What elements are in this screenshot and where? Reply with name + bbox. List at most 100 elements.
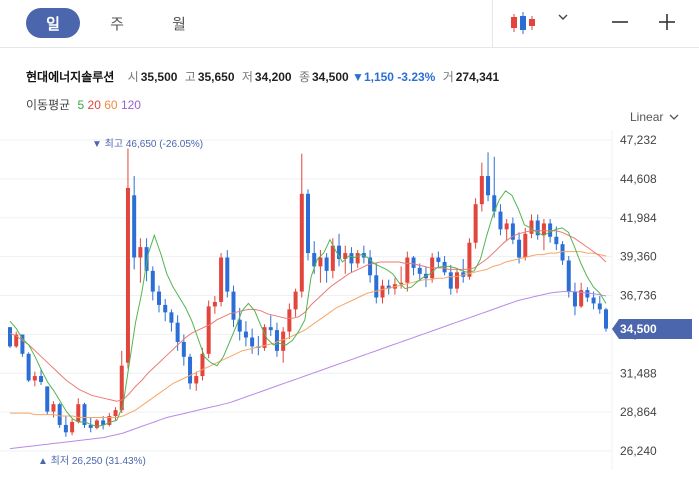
candle-body bbox=[14, 334, 19, 347]
y-tick-label: 41,984 bbox=[620, 211, 657, 225]
open-value: 35,500 bbox=[140, 70, 178, 84]
candle-body bbox=[492, 195, 497, 212]
high-value: 35,650 bbox=[197, 70, 235, 84]
ma-20-label: 20 bbox=[87, 98, 101, 112]
candle-body bbox=[386, 285, 391, 289]
candle-body bbox=[113, 410, 118, 417]
minus-icon bbox=[612, 21, 628, 23]
candle-body bbox=[39, 376, 44, 382]
candle-body bbox=[250, 337, 255, 347]
candle-body bbox=[529, 220, 534, 234]
candle-body bbox=[554, 236, 559, 245]
high-annotation: ▼ 최고 46,650 (-26.05%) bbox=[92, 138, 203, 150]
chart-type-button[interactable] bbox=[508, 8, 574, 38]
candle-body bbox=[45, 386, 50, 412]
candle-body bbox=[510, 223, 515, 240]
tab-week[interactable]: 주 bbox=[110, 15, 124, 33]
candle-body bbox=[212, 301, 217, 307]
volume-value: 274,341 bbox=[455, 70, 500, 84]
toolbar-divider bbox=[492, 0, 493, 48]
candle-body bbox=[566, 260, 571, 292]
candle-body bbox=[119, 365, 124, 411]
candle-body bbox=[281, 331, 286, 351]
candle-body bbox=[63, 424, 68, 433]
candle-body bbox=[8, 327, 12, 347]
candle-body bbox=[26, 353, 31, 381]
plus-icon bbox=[659, 14, 675, 30]
high-label: 고 bbox=[184, 70, 196, 84]
candle-body bbox=[231, 291, 236, 320]
candle-body bbox=[343, 253, 348, 259]
low-annotation-text: ▲ 최저 26,250 (31.43%) bbox=[38, 455, 146, 467]
candle-body bbox=[604, 309, 608, 329]
tab-month[interactable]: 월 bbox=[172, 15, 186, 33]
close-label: 종 bbox=[298, 70, 310, 84]
candle-body bbox=[541, 223, 546, 236]
candle-body bbox=[57, 404, 62, 425]
volume-label: 거 bbox=[442, 70, 454, 84]
candle-body bbox=[380, 285, 385, 298]
candle-body bbox=[368, 257, 373, 276]
candle-body bbox=[504, 223, 509, 230]
candlestick-series bbox=[8, 148, 608, 437]
ma5-line bbox=[9, 190, 607, 427]
candle-body bbox=[163, 304, 168, 313]
price-summary: 현대에너지솔루션 시 35,500 고 35,650 저 34,200 종 34,500… bbox=[26, 68, 499, 85]
candle-body bbox=[349, 253, 354, 264]
y-tick-label: 39,360 bbox=[620, 250, 657, 264]
candle-body bbox=[523, 233, 528, 258]
chart-toolbar: 일 주 월 bbox=[0, 0, 699, 48]
chevron-down-icon[interactable] bbox=[558, 12, 568, 22]
candle-body bbox=[200, 353, 205, 377]
chart-grid bbox=[0, 130, 613, 470]
y-axis-labels: 47,23244,60841,98439,36036,73634,11231,4… bbox=[620, 133, 657, 458]
y-tick-label: 26,240 bbox=[620, 444, 657, 458]
period-tabs: 일 주 월 bbox=[26, 8, 214, 38]
ma-60-label: 60 bbox=[104, 98, 118, 112]
candle-body bbox=[374, 275, 379, 298]
scale-selector[interactable]: Linear bbox=[630, 110, 681, 124]
y-tick-label: 47,232 bbox=[620, 133, 657, 147]
candlestick-icon bbox=[511, 12, 535, 34]
candle-body bbox=[597, 303, 602, 310]
candle-body bbox=[225, 257, 230, 292]
candle-body bbox=[436, 257, 441, 262]
candle-body bbox=[337, 245, 342, 259]
stock-name: 현대에너지솔루션 bbox=[26, 70, 115, 84]
tab-day[interactable]: 일 bbox=[26, 8, 80, 38]
candle-body bbox=[455, 272, 459, 289]
candle-body bbox=[132, 195, 137, 258]
ma20-line bbox=[9, 230, 607, 402]
candle-body bbox=[107, 416, 112, 425]
zoom-in-button[interactable] bbox=[653, 8, 681, 36]
candle-body bbox=[442, 261, 447, 273]
low-annotation: ▲ 최저 26,250 (31.43%) bbox=[38, 455, 146, 467]
candle-body bbox=[579, 290, 584, 307]
change-value: 1,150 bbox=[363, 70, 394, 84]
candle-body bbox=[287, 309, 292, 332]
candle-body bbox=[51, 404, 56, 412]
candle-body bbox=[274, 330, 279, 351]
ma-120-label: 120 bbox=[120, 98, 141, 112]
ma-5-label: 5 bbox=[77, 98, 85, 112]
moving-average-legend[interactable]: 이동평균 5 20 60 120 bbox=[26, 96, 141, 113]
candle-body bbox=[188, 356, 193, 384]
zoom-out-button[interactable] bbox=[606, 8, 634, 36]
y-tick-label: 31,488 bbox=[620, 366, 657, 380]
moving-average-lines bbox=[9, 190, 607, 450]
candle-body bbox=[312, 253, 317, 267]
candle-body bbox=[585, 290, 590, 298]
candle-body bbox=[293, 291, 298, 310]
open-label: 시 bbox=[127, 70, 139, 84]
candle-body bbox=[219, 257, 224, 302]
candle-body bbox=[125, 187, 130, 363]
chevron-down-icon bbox=[669, 114, 679, 120]
candle-body bbox=[76, 404, 81, 422]
y-tick-label: 36,736 bbox=[620, 289, 657, 303]
candle-body bbox=[560, 244, 565, 261]
candle-body bbox=[20, 334, 25, 354]
candle-body bbox=[138, 247, 143, 258]
candle-body bbox=[157, 291, 161, 305]
candle-body bbox=[144, 247, 149, 271]
